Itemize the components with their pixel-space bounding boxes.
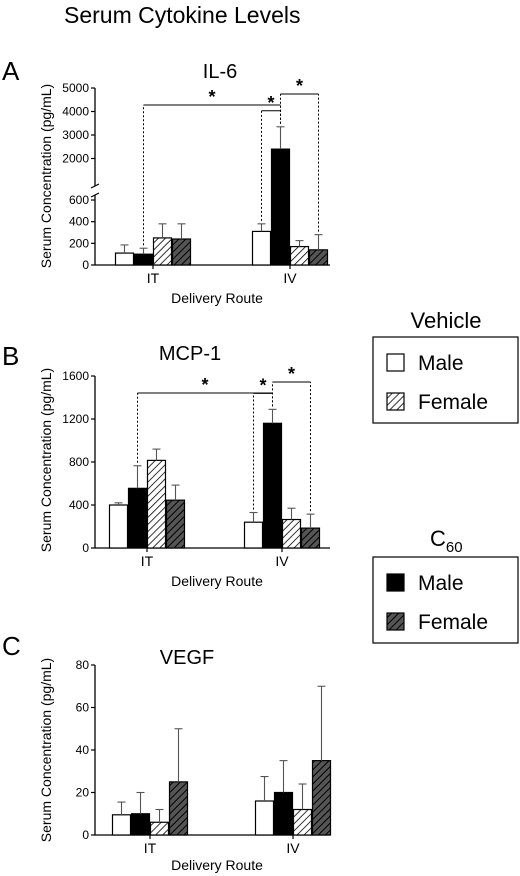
panel-b-x-tick-label: IT [141,553,154,569]
panel-letter-c: C [2,631,21,661]
legend-c60-female-label: Female [418,611,488,634]
legend-c60-title: C60 [430,526,463,556]
panel-c-y-tick-label: 60 [76,701,90,715]
panel-letter-a: A [2,56,20,86]
panel-b-y-tick-label: 800 [69,455,89,469]
panel-a-ylabel: Serum Concentration (pg/mL) [38,84,54,268]
panel-c-bar [273,791,294,836]
panel-a-sig-star: * [267,93,274,113]
panel-a-x-tick-label: IV [283,270,297,286]
panel-b-y-tick-label: 1200 [62,412,89,426]
panel-c-bar [254,800,275,836]
panel-b-title: MCP-1 [159,343,221,365]
panel-b-sig-star: * [259,375,266,395]
panel-a-y-tick-label: 400 [69,215,89,229]
figure-title: Serum Cytokine Levels [64,2,301,28]
panel-b-y-tick-label: 400 [69,498,89,512]
panel-c-bar [168,781,189,836]
panel-a-bar [171,238,192,266]
legend-vehicle-box [372,336,519,424]
panel-b-x-tick-label: IV [275,553,289,569]
panel-c-xlabel: Delivery Route [171,857,263,873]
panel-a-bar [308,249,329,266]
panel-c-bar [149,821,170,836]
panel-a-bar [152,237,173,266]
panel-a-x-tick-label: IT [147,270,160,286]
panel-a-bar [251,230,272,266]
panel-letter-b: B [2,341,19,371]
panel-b-bar [262,422,283,549]
legend-c60-male-label: Male [418,572,464,595]
panel-c-y-tick-label: 80 [76,658,90,672]
panel-c-y-tick-label: 20 [76,786,90,800]
panel-b-sig-star: * [288,364,295,384]
panel-b-bar [281,518,302,549]
panel-a-y-tick-label: 4000 [62,105,89,119]
legend-vehicle-female-label: Female [418,391,488,414]
panel-b-bar [108,504,129,549]
panel-a-sig-star: * [208,87,215,107]
panel-a-bar [133,253,154,266]
panel-a-y-tick-label: 200 [69,236,89,250]
panel-b-y-tick-label: 0 [82,541,89,555]
panel-b-bar [243,521,264,549]
panel-c-ylabel: Serum Concentration (pg/mL) [38,658,54,842]
panel-a-axis-break-mark [90,183,100,189]
panel-c-x-tick-label: IT [144,840,157,856]
panel-b-sig-star: * [201,375,208,395]
panel-c-y-tick-label: 0 [82,828,89,842]
legend-vehicle-title: Vehicle [411,308,482,333]
panel-b-bar [165,499,186,549]
panel-c-bar [292,808,313,836]
panel-a-y-tick-label: 5000 [62,81,89,95]
panel-a-sig-star: * [296,76,303,96]
panel-a-bar [114,252,135,266]
panel-c-bar [311,760,332,836]
panel-a-bar [270,148,291,266]
legend-vehicle-male-swatch [386,353,405,372]
legend-c60-male-swatch [386,573,405,592]
panel-c-y-tick-label: 40 [76,743,90,757]
panel-a-y-tick-label: 600 [69,193,89,207]
panel-c-bar [111,814,132,836]
legend-vehicle-male-label: Male [418,352,464,375]
panel-c-x-tick-label: IV [286,840,300,856]
panel-b-bar [127,487,148,549]
panel-b-bar [146,459,167,549]
panel-b-bar [300,527,321,549]
panel-a-bar [289,245,310,266]
panel-a-xlabel: Delivery Route [171,290,263,306]
legend-vehicle-female-swatch [386,392,405,411]
panel-a-y-tick-label: 0 [82,258,89,272]
legend-c60-box [372,556,519,644]
panel-a-y-tick-label: 3000 [62,128,89,142]
panel-a-y-tick-label: 2000 [62,152,89,166]
panel-b-xlabel: Delivery Route [171,573,263,589]
legend-c60-female-swatch [386,612,405,631]
panel-c-bar [130,813,151,836]
panel-a-title: IL-6 [203,61,237,83]
panel-a-axis-break-mark [90,192,100,198]
panel-b-y-tick-label: 1600 [62,369,89,383]
panel-b-ylabel: Serum Concentration (pg/mL) [38,368,54,552]
panel-c-title: VEGF [160,647,214,669]
